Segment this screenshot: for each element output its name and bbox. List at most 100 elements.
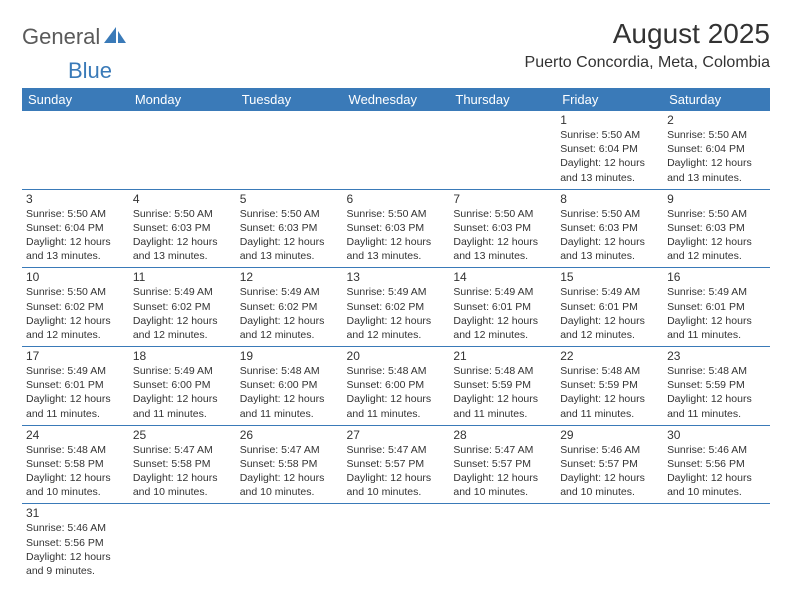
day-info: Sunset: 5:58 PM xyxy=(240,457,339,471)
day-cell: 24Sunrise: 5:48 AMSunset: 5:58 PMDayligh… xyxy=(22,425,129,504)
day-info: Sunrise: 5:50 AM xyxy=(133,207,232,221)
day-info: and 12 minutes. xyxy=(26,328,125,342)
day-cell: 15Sunrise: 5:49 AMSunset: 6:01 PMDayligh… xyxy=(556,268,663,347)
day-info: Sunset: 6:00 PM xyxy=(347,378,446,392)
dayheader: Wednesday xyxy=(343,88,450,111)
day-info: and 13 minutes. xyxy=(560,171,659,185)
day-info: Sunset: 6:03 PM xyxy=(560,221,659,235)
day-cell: 2Sunrise: 5:50 AMSunset: 6:04 PMDaylight… xyxy=(663,111,770,189)
day-info: Sunrise: 5:48 AM xyxy=(347,364,446,378)
day-number: 20 xyxy=(347,349,446,363)
day-info: Daylight: 12 hours xyxy=(453,235,552,249)
day-number: 5 xyxy=(240,192,339,206)
day-cell: 29Sunrise: 5:46 AMSunset: 5:57 PMDayligh… xyxy=(556,425,663,504)
day-info: and 11 minutes. xyxy=(453,407,552,421)
day-info: Daylight: 12 hours xyxy=(133,314,232,328)
empty-cell xyxy=(449,504,556,582)
dayheader: Friday xyxy=(556,88,663,111)
empty-cell xyxy=(343,111,450,189)
day-info: Sunset: 6:02 PM xyxy=(347,300,446,314)
day-info: Sunrise: 5:50 AM xyxy=(667,128,766,142)
day-info: Daylight: 12 hours xyxy=(560,235,659,249)
day-number: 4 xyxy=(133,192,232,206)
day-cell: 23Sunrise: 5:48 AMSunset: 5:59 PMDayligh… xyxy=(663,347,770,426)
empty-cell xyxy=(663,504,770,582)
day-info: and 12 minutes. xyxy=(347,328,446,342)
day-info: Sunset: 6:02 PM xyxy=(133,300,232,314)
header: General August 2025 Puerto Concordia, Me… xyxy=(22,18,770,72)
day-info: Sunset: 5:57 PM xyxy=(453,457,552,471)
day-info: Daylight: 12 hours xyxy=(667,314,766,328)
day-cell: 21Sunrise: 5:48 AMSunset: 5:59 PMDayligh… xyxy=(449,347,556,426)
day-info: Daylight: 12 hours xyxy=(347,392,446,406)
day-number: 16 xyxy=(667,270,766,284)
day-info: Sunset: 5:57 PM xyxy=(347,457,446,471)
day-info: Sunset: 6:01 PM xyxy=(560,300,659,314)
day-number: 8 xyxy=(560,192,659,206)
day-number: 9 xyxy=(667,192,766,206)
day-cell: 25Sunrise: 5:47 AMSunset: 5:58 PMDayligh… xyxy=(129,425,236,504)
day-info: Sunrise: 5:50 AM xyxy=(667,207,766,221)
day-cell: 16Sunrise: 5:49 AMSunset: 6:01 PMDayligh… xyxy=(663,268,770,347)
day-info: Sunrise: 5:49 AM xyxy=(133,285,232,299)
day-info: Sunset: 6:01 PM xyxy=(26,378,125,392)
day-cell: 12Sunrise: 5:49 AMSunset: 6:02 PMDayligh… xyxy=(236,268,343,347)
logo: General xyxy=(22,24,130,50)
day-info: and 13 minutes. xyxy=(240,249,339,263)
day-cell: 27Sunrise: 5:47 AMSunset: 5:57 PMDayligh… xyxy=(343,425,450,504)
day-number: 19 xyxy=(240,349,339,363)
empty-cell xyxy=(449,111,556,189)
day-number: 1 xyxy=(560,113,659,127)
day-info: Sunrise: 5:49 AM xyxy=(560,285,659,299)
day-info: and 13 minutes. xyxy=(347,249,446,263)
day-info: Sunrise: 5:46 AM xyxy=(560,443,659,457)
day-info: Daylight: 12 hours xyxy=(240,235,339,249)
dayheader: Monday xyxy=(129,88,236,111)
day-cell: 10Sunrise: 5:50 AMSunset: 6:02 PMDayligh… xyxy=(22,268,129,347)
day-info: Daylight: 12 hours xyxy=(453,314,552,328)
sail-icon xyxy=(102,25,128,50)
day-number: 24 xyxy=(26,428,125,442)
day-number: 10 xyxy=(26,270,125,284)
day-number: 12 xyxy=(240,270,339,284)
day-info: Sunrise: 5:50 AM xyxy=(560,128,659,142)
day-info: Sunset: 5:56 PM xyxy=(26,536,125,550)
day-info: Sunrise: 5:49 AM xyxy=(240,285,339,299)
day-cell: 26Sunrise: 5:47 AMSunset: 5:58 PMDayligh… xyxy=(236,425,343,504)
dayheader: Saturday xyxy=(663,88,770,111)
day-info: Sunrise: 5:50 AM xyxy=(240,207,339,221)
day-info: Daylight: 12 hours xyxy=(240,314,339,328)
week-row: 31Sunrise: 5:46 AMSunset: 5:56 PMDayligh… xyxy=(22,504,770,582)
day-info: Daylight: 12 hours xyxy=(453,471,552,485)
week-row: 3Sunrise: 5:50 AMSunset: 6:04 PMDaylight… xyxy=(22,189,770,268)
empty-cell xyxy=(22,111,129,189)
day-info: Daylight: 12 hours xyxy=(133,471,232,485)
day-info: and 10 minutes. xyxy=(133,485,232,499)
day-info: Daylight: 12 hours xyxy=(26,235,125,249)
day-info: Daylight: 12 hours xyxy=(26,314,125,328)
empty-cell xyxy=(236,111,343,189)
day-info: Daylight: 12 hours xyxy=(560,471,659,485)
day-cell: 9Sunrise: 5:50 AMSunset: 6:03 PMDaylight… xyxy=(663,189,770,268)
day-cell: 1Sunrise: 5:50 AMSunset: 6:04 PMDaylight… xyxy=(556,111,663,189)
day-info: Sunrise: 5:46 AM xyxy=(667,443,766,457)
day-info: Sunset: 6:04 PM xyxy=(560,142,659,156)
day-info: Sunrise: 5:48 AM xyxy=(26,443,125,457)
day-info: Sunrise: 5:50 AM xyxy=(26,207,125,221)
day-info: Sunset: 6:02 PM xyxy=(26,300,125,314)
day-info: Sunrise: 5:49 AM xyxy=(26,364,125,378)
logo-part2: Blue xyxy=(68,58,112,83)
calendar-table: SundayMondayTuesdayWednesdayThursdayFrid… xyxy=(22,88,770,582)
day-cell: 17Sunrise: 5:49 AMSunset: 6:01 PMDayligh… xyxy=(22,347,129,426)
day-cell: 19Sunrise: 5:48 AMSunset: 6:00 PMDayligh… xyxy=(236,347,343,426)
day-info: Sunset: 6:02 PM xyxy=(240,300,339,314)
day-info: Sunset: 5:57 PM xyxy=(560,457,659,471)
empty-cell xyxy=(236,504,343,582)
day-info: Sunset: 5:58 PM xyxy=(133,457,232,471)
day-info: Sunrise: 5:47 AM xyxy=(133,443,232,457)
day-info: Sunset: 6:03 PM xyxy=(133,221,232,235)
day-info: Sunrise: 5:50 AM xyxy=(453,207,552,221)
day-info: Daylight: 12 hours xyxy=(560,314,659,328)
day-number: 18 xyxy=(133,349,232,363)
day-number: 3 xyxy=(26,192,125,206)
